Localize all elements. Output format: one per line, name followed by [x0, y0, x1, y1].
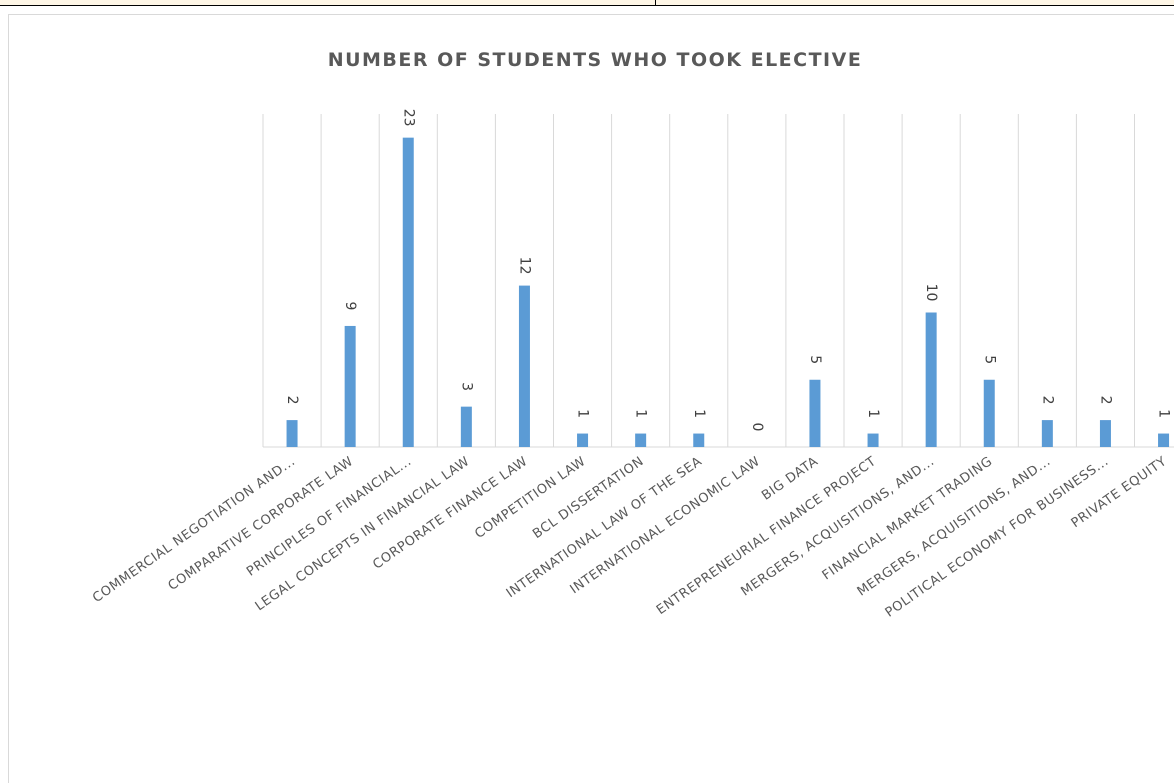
bar — [925, 312, 937, 447]
bar — [1158, 433, 1170, 447]
bar — [693, 433, 705, 447]
data-label: 10 — [923, 284, 939, 302]
data-label: 1 — [865, 409, 881, 418]
bar — [1041, 420, 1053, 447]
category-label: COMMERCIAL NEGOTIATION AND... — [90, 454, 298, 606]
data-label: 1 — [1156, 409, 1172, 418]
data-label: 12 — [516, 257, 532, 275]
bar — [577, 433, 589, 447]
data-label: 3 — [458, 382, 474, 391]
data-label: 1 — [633, 409, 649, 418]
data-label: 2 — [1097, 396, 1113, 405]
category-label: ENTREPRENEURIAL FINANCE PROJECT — [654, 454, 879, 618]
category-labels: COMMERCIAL NEGOTIATION AND...COMPARATIVE… — [90, 454, 1170, 621]
top-strip-divider — [655, 0, 656, 5]
data-label: 5 — [807, 355, 823, 364]
bar — [1099, 420, 1111, 447]
gridlines — [262, 114, 1174, 448]
data-label: 23 — [400, 109, 416, 127]
bar — [518, 285, 530, 447]
chart-frame: NUMBER OF STUDENTS WHO TOOK ELECTIVE 2 9 2… — [8, 14, 1174, 783]
bar — [635, 433, 647, 447]
bar — [867, 433, 879, 447]
data-label: 2 — [284, 396, 300, 405]
bar — [460, 406, 472, 447]
bar — [402, 137, 414, 447]
bar — [983, 379, 995, 447]
data-label: 1 — [691, 409, 707, 418]
bar — [344, 325, 356, 447]
data-label: 9 — [342, 301, 358, 310]
top-border-strip — [0, 0, 1174, 6]
bar — [809, 379, 821, 447]
chart-title: NUMBER OF STUDENTS WHO TOOK ELECTIVE — [328, 49, 863, 71]
data-label: 5 — [981, 355, 997, 364]
bar — [286, 420, 298, 447]
data-label: 1 — [575, 409, 591, 418]
category-label: PRIVATE EQUITY — [1069, 454, 1170, 531]
bars — [286, 137, 1170, 447]
bar-chart: NUMBER OF STUDENTS WHO TOOK ELECTIVE 2 9 2… — [90, 49, 1174, 621]
data-label: 2 — [1039, 396, 1055, 405]
category-label: LEGAL CONCEPTS IN FINANCIAL LAW — [253, 454, 473, 614]
data-label: 0 — [749, 423, 765, 432]
